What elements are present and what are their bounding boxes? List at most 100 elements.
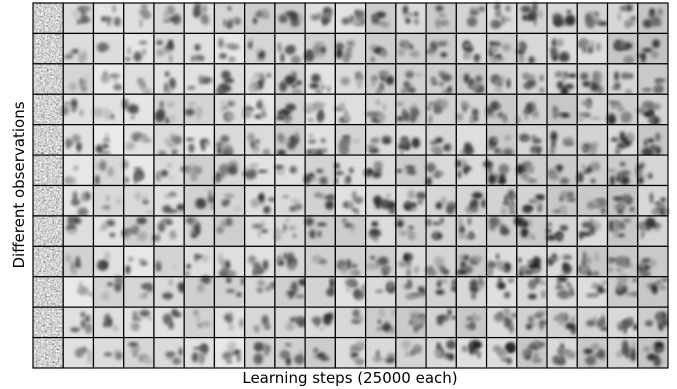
- blob: [64, 55, 74, 59]
- blob: [168, 209, 178, 213]
- blob: [325, 200, 334, 209]
- thumbnail: [184, 246, 214, 276]
- thumbnail: [517, 246, 547, 277]
- thumbnail: [154, 64, 184, 95]
- blob: [161, 170, 168, 177]
- blob: [102, 205, 111, 210]
- blob: [139, 310, 150, 317]
- blob: [114, 78, 118, 83]
- blob: [190, 173, 197, 182]
- blob: [410, 108, 419, 117]
- blob: [144, 292, 147, 299]
- blob: [525, 113, 528, 120]
- thumbnail: [33, 94, 63, 124]
- blob: [432, 81, 438, 85]
- thumbnail: [456, 307, 486, 337]
- blob: [140, 261, 147, 266]
- thumbnail: [275, 3, 305, 33]
- blob: [81, 320, 86, 329]
- blob: [470, 115, 473, 125]
- blob: [344, 224, 353, 228]
- blob: [132, 318, 142, 321]
- blob: [351, 264, 358, 268]
- thumbnail: [335, 307, 365, 337]
- blob: [156, 40, 163, 45]
- blob: [167, 163, 171, 167]
- thumbnail: [63, 277, 94, 307]
- blob: [321, 138, 326, 143]
- blob: [99, 160, 106, 171]
- blob: [127, 47, 130, 55]
- y-axis-label: Different observations: [10, 101, 28, 268]
- blob: [582, 146, 590, 150]
- thumbnail: [214, 338, 244, 368]
- blob: [174, 358, 182, 363]
- blob: [353, 139, 360, 142]
- blob: [532, 2, 538, 12]
- blob: [527, 234, 535, 239]
- blob: [169, 279, 173, 286]
- blob: [356, 341, 366, 349]
- blob: [578, 113, 588, 116]
- thumbnail: [487, 338, 517, 368]
- blob: [509, 210, 517, 214]
- image-grid: [33, 2, 669, 368]
- noise-image: [33, 155, 63, 185]
- thumbnail: [154, 94, 184, 124]
- thumbnail: [33, 338, 63, 368]
- blob: [440, 52, 447, 57]
- blob: [627, 132, 635, 142]
- blob: [553, 210, 563, 213]
- blob: [382, 138, 391, 144]
- blob: [107, 282, 113, 286]
- blob: [101, 74, 111, 84]
- page: Learning steps (25000 each) Different ob…: [0, 0, 677, 389]
- blob: [308, 118, 314, 122]
- blob: [219, 83, 229, 89]
- thumbnail: [456, 246, 486, 276]
- blob: [593, 272, 599, 276]
- thumbnail: [577, 307, 610, 337]
- blob: [614, 82, 621, 88]
- thumbnail: [366, 307, 398, 337]
- blob: [381, 50, 388, 58]
- blob: [354, 197, 364, 204]
- x-axis-label: Learning steps (25000 each): [242, 369, 457, 387]
- thumbnail: [33, 64, 63, 94]
- thumbnail: [305, 338, 335, 368]
- blob: [497, 281, 505, 289]
- blob: [620, 162, 625, 167]
- blob: [518, 258, 522, 263]
- blob: [401, 340, 411, 349]
- thumbnail: [63, 3, 93, 33]
- blob: [316, 89, 319, 93]
- blob: [464, 255, 469, 261]
- blob: [286, 357, 291, 365]
- blob: [166, 356, 174, 359]
- blob: [446, 340, 456, 350]
- blob: [173, 312, 181, 317]
- blob: [167, 142, 175, 148]
- blob: [278, 14, 288, 23]
- blob: [106, 195, 110, 202]
- blob: [246, 166, 249, 174]
- blob: [371, 16, 379, 20]
- thumbnail: [245, 33, 275, 63]
- thumbnail: [180, 155, 214, 185]
- blob: [494, 88, 504, 91]
- blob: [253, 17, 257, 24]
- blob: [193, 7, 200, 18]
- noise-image: [33, 246, 63, 276]
- blob: [564, 142, 574, 146]
- thumbnail: [396, 277, 428, 307]
- blob: [320, 356, 330, 361]
- thumbnail: [214, 246, 244, 278]
- blob: [493, 55, 501, 58]
- blob: [278, 133, 284, 143]
- thumbnail: [93, 216, 123, 246]
- blob: [349, 167, 354, 173]
- blob: [537, 311, 546, 316]
- blob: [408, 190, 416, 199]
- blob: [292, 84, 297, 88]
- thumbnail: [486, 94, 517, 124]
